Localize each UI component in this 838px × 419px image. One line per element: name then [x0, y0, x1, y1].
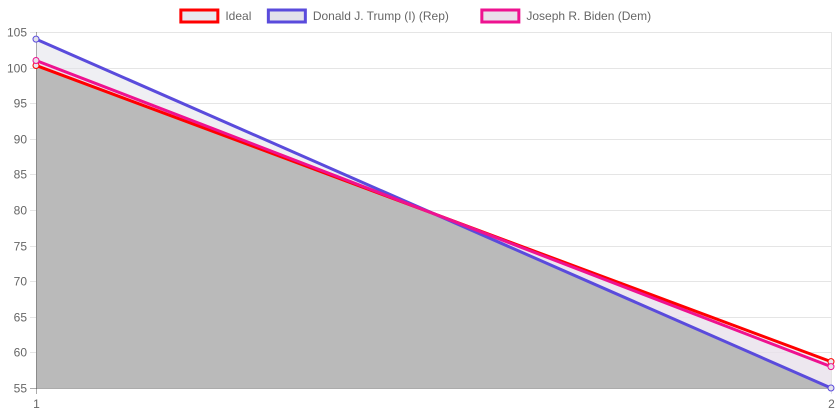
legend-swatch	[480, 8, 521, 24]
legend-label: Joseph R. Biden (Dem)	[526, 9, 651, 23]
y-tick-label: 100	[7, 62, 27, 76]
y-tick-label: 90	[14, 133, 28, 147]
legend: Ideal Donald J. Trump (I) (Rep) Joseph R. …	[179, 8, 651, 24]
data-point	[827, 363, 835, 371]
axes	[30, 32, 831, 394]
series-points	[32, 35, 835, 392]
y-axis-tick-labels: 55 60 65 70 75 80 85 90 95 100 105	[7, 26, 27, 396]
x-tick-label: 2	[828, 397, 835, 411]
data-point	[32, 56, 40, 64]
y-tick-label: 85	[14, 168, 28, 182]
y-tick-label: 75	[14, 240, 28, 254]
y-tick-label: 65	[14, 311, 28, 325]
series-line	[35, 59, 832, 369]
y-tick-label: 105	[7, 26, 27, 40]
y-tick-label: 95	[14, 97, 28, 111]
data-point	[827, 384, 835, 392]
y-tick-label: 55	[14, 382, 28, 396]
series-lines	[35, 37, 832, 390]
y-tick-label: 60	[14, 346, 28, 360]
y-tick-label: 80	[14, 204, 28, 218]
y-tick-label: 70	[14, 275, 28, 289]
data-point	[32, 35, 40, 43]
legend-label: Donald J. Trump (I) (Rep)	[313, 9, 449, 23]
legend-swatch	[179, 8, 220, 24]
legend-label: Ideal	[225, 9, 251, 23]
legend-swatch	[266, 8, 307, 24]
overlap-area	[36, 65, 831, 389]
x-tick-label: 1	[33, 397, 40, 411]
